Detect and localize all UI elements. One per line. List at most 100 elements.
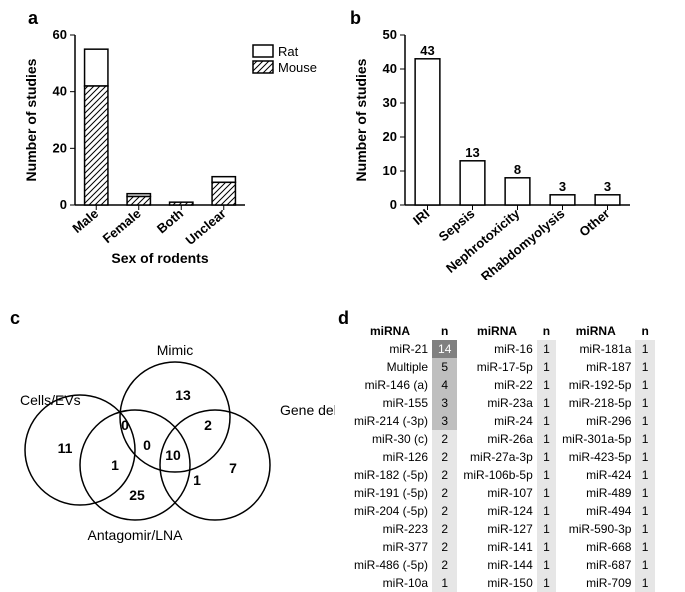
mirna-cell: miR-17-5p — [457, 358, 536, 376]
table-header: miRNA — [556, 322, 635, 340]
mirna-cell: miR-23a — [457, 394, 536, 412]
n-cell: 3 — [432, 394, 457, 412]
mirna-cell: miR-127 — [457, 520, 536, 538]
n-cell: 1 — [635, 538, 654, 556]
n-cell: 1 — [635, 484, 654, 502]
mirna-cell: miR-204 (-5p) — [348, 502, 432, 520]
n-cell: 1 — [537, 502, 556, 520]
svg-text:20: 20 — [53, 140, 67, 155]
svg-text:Male: Male — [69, 206, 101, 236]
svg-text:Antagomir/LNA: Antagomir/LNA — [88, 527, 184, 543]
n-cell: 1 — [635, 502, 654, 520]
mirna-cell: miR-192-5p — [556, 376, 635, 394]
svg-text:Sex of rodents: Sex of rodents — [111, 250, 208, 266]
table-row: miR-2232miR-1271miR-590-3p1 — [348, 520, 655, 538]
mirna-cell: miR-124 — [457, 502, 536, 520]
n-cell: 1 — [537, 394, 556, 412]
mirna-cell: miR-424 — [556, 466, 635, 484]
mirna-cell: miR-30 (c) — [348, 430, 432, 448]
n-cell: 1 — [537, 340, 556, 358]
n-cell: 5 — [432, 358, 457, 376]
mirna-cell: miR-423-5p — [556, 448, 635, 466]
n-cell: 1 — [537, 376, 556, 394]
svg-text:0: 0 — [121, 417, 129, 433]
mirna-cell: miR-141 — [457, 538, 536, 556]
n-cell: 1 — [537, 538, 556, 556]
mirna-cell: miR-150 — [457, 574, 536, 592]
mirna-cell: miR-377 — [348, 538, 432, 556]
mirna-cell: miR-155 — [348, 394, 432, 412]
n-cell: 3 — [432, 412, 457, 430]
svg-text:Sepsis: Sepsis — [436, 206, 478, 244]
svg-text:20: 20 — [383, 129, 397, 144]
mirna-cell: miR-16 — [457, 340, 536, 358]
n-cell: 2 — [432, 520, 457, 538]
svg-text:Mimic: Mimic — [157, 342, 194, 358]
mirna-cell: miR-10a — [348, 574, 432, 592]
svg-text:7: 7 — [229, 460, 237, 476]
n-cell: 1 — [635, 358, 654, 376]
mirna-cell: miR-146 (a) — [348, 376, 432, 394]
svg-text:Number of studies: Number of studies — [23, 58, 39, 181]
mirna-cell: miR-22 — [457, 376, 536, 394]
n-cell: 1 — [635, 520, 654, 538]
mirna-cell: miR-590-3p — [556, 520, 635, 538]
table-row: miR-1553miR-23a1miR-218-5p1 — [348, 394, 655, 412]
svg-text:40: 40 — [383, 61, 397, 76]
mirna-cell: miR-187 — [556, 358, 635, 376]
table-row: miR-191 (-5p)2miR-1071miR-4891 — [348, 484, 655, 502]
svg-text:50: 50 — [383, 27, 397, 42]
svg-text:43: 43 — [420, 43, 434, 58]
mirna-cell: miR-301a-5p — [556, 430, 635, 448]
mirna-cell: miR-296 — [556, 412, 635, 430]
svg-text:Unclear: Unclear — [182, 206, 228, 248]
n-cell: 1 — [537, 358, 556, 376]
svg-text:10: 10 — [165, 447, 181, 463]
svg-text:1: 1 — [193, 472, 201, 488]
n-cell: 2 — [432, 502, 457, 520]
n-cell: 2 — [432, 556, 457, 574]
table-row: miR-146 (a)4miR-221miR-192-5p1 — [348, 376, 655, 394]
svg-text:13: 13 — [175, 387, 191, 403]
n-cell: 1 — [432, 574, 457, 592]
n-cell: 1 — [537, 520, 556, 538]
n-cell: 1 — [537, 556, 556, 574]
svg-text:Cells/EVs: Cells/EVs — [20, 392, 81, 408]
mirna-cell: miR-494 — [556, 502, 635, 520]
n-cell: 1 — [635, 448, 654, 466]
mirna-cell: miR-181a — [556, 340, 635, 358]
table-header: n — [537, 322, 556, 340]
mirna-cell: miR-126 — [348, 448, 432, 466]
n-cell: 14 — [432, 340, 457, 358]
table-header: miRNA — [348, 322, 432, 340]
n-cell: 1 — [635, 376, 654, 394]
n-cell: 1 — [635, 466, 654, 484]
table-header: n — [432, 322, 457, 340]
table-header: n — [635, 322, 654, 340]
svg-text:10: 10 — [383, 163, 397, 178]
n-cell: 4 — [432, 376, 457, 394]
svg-text:3: 3 — [604, 179, 611, 194]
n-cell: 1 — [635, 340, 654, 358]
svg-text:40: 40 — [53, 84, 67, 99]
mirna-cell: miR-144 — [457, 556, 536, 574]
table-row: miR-1262miR-27a-3p1miR-423-5p1 — [348, 448, 655, 466]
svg-text:0: 0 — [143, 437, 151, 453]
mirna-cell: miR-24 — [457, 412, 536, 430]
mirna-cell: miR-27a-3p — [457, 448, 536, 466]
svg-text:IRI: IRI — [410, 206, 432, 228]
svg-text:60: 60 — [53, 27, 67, 42]
n-cell: 2 — [432, 448, 457, 466]
panel-b-chart: 01020304050Number of studies43IRI13Sepsi… — [350, 10, 680, 280]
n-cell: 2 — [432, 430, 457, 448]
table-header: miRNA — [457, 322, 536, 340]
svg-text:2: 2 — [204, 417, 212, 433]
table-row: miR-204 (-5p)2miR-1241miR-4941 — [348, 502, 655, 520]
svg-text:25: 25 — [129, 487, 145, 503]
svg-text:Female: Female — [100, 206, 144, 246]
svg-text:Gene deletion: Gene deletion — [280, 402, 335, 418]
svg-text:0: 0 — [390, 197, 397, 212]
n-cell: 1 — [635, 556, 654, 574]
n-cell: 1 — [635, 430, 654, 448]
panel-c-venn: Mimic Gene deletion Antagomir/LNA Cells/EVs… — [5, 315, 335, 575]
